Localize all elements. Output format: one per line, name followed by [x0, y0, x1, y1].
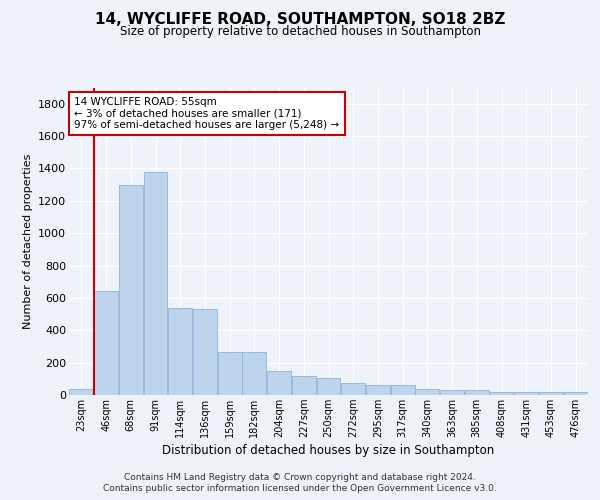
Bar: [292, 376, 316, 395]
Bar: [563, 392, 587, 395]
Bar: [366, 386, 390, 395]
Bar: [440, 390, 464, 395]
Bar: [218, 352, 242, 395]
Bar: [465, 390, 489, 395]
Bar: [242, 352, 266, 395]
Text: Size of property relative to detached houses in Southampton: Size of property relative to detached ho…: [119, 25, 481, 38]
Text: Contains HM Land Registry data © Crown copyright and database right 2024.: Contains HM Land Registry data © Crown c…: [124, 472, 476, 482]
Bar: [193, 309, 217, 395]
Text: Contains public sector information licensed under the Open Government Licence v3: Contains public sector information licen…: [103, 484, 497, 493]
Bar: [267, 370, 291, 395]
Bar: [415, 389, 439, 395]
Bar: [539, 392, 563, 395]
Text: 14 WYCLIFFE ROAD: 55sqm
← 3% of detached houses are smaller (171)
97% of semi-de: 14 WYCLIFFE ROAD: 55sqm ← 3% of detached…: [74, 96, 340, 130]
Bar: [514, 392, 538, 395]
Y-axis label: Number of detached properties: Number of detached properties: [23, 154, 32, 329]
Bar: [70, 388, 94, 395]
Bar: [341, 383, 365, 395]
Bar: [119, 184, 143, 395]
Bar: [490, 392, 514, 395]
X-axis label: Distribution of detached houses by size in Southampton: Distribution of detached houses by size …: [163, 444, 494, 457]
Bar: [317, 378, 340, 395]
Bar: [94, 290, 118, 395]
Bar: [168, 308, 192, 395]
Bar: [143, 172, 167, 395]
Bar: [391, 386, 415, 395]
Text: 14, WYCLIFFE ROAD, SOUTHAMPTON, SO18 2BZ: 14, WYCLIFFE ROAD, SOUTHAMPTON, SO18 2BZ: [95, 12, 505, 28]
